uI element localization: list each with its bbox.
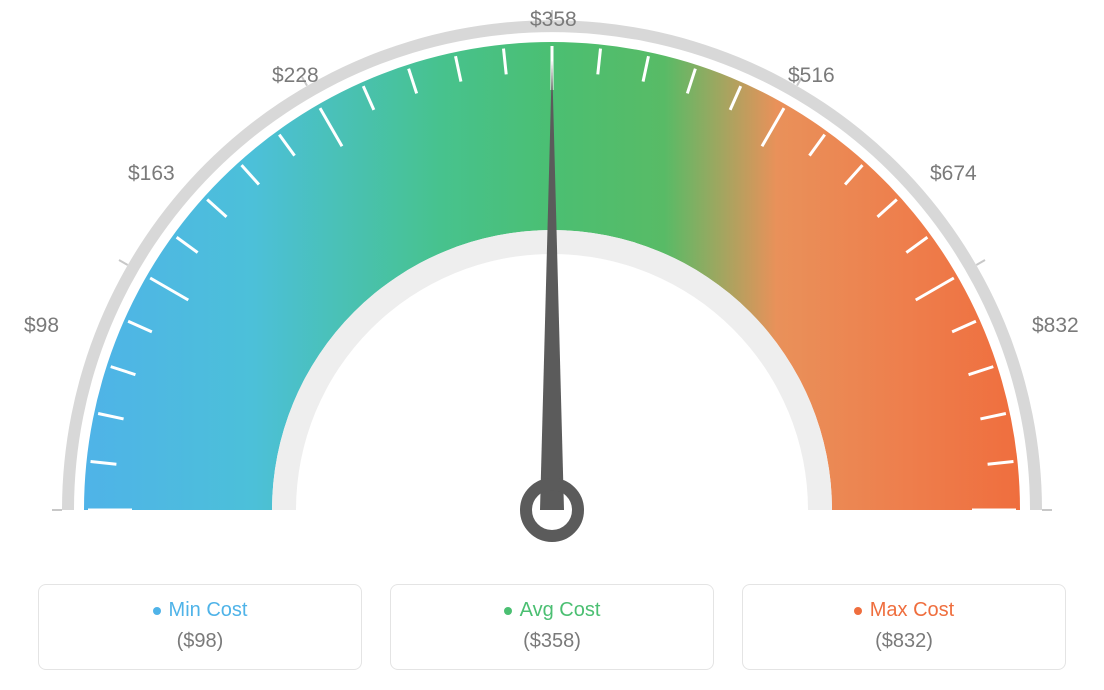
cost-gauge-container: $98 $163 $228 $358 $516 $674 $832 Min Cost ($9… (0, 0, 1104, 690)
legend-value-max: ($832) (743, 630, 1065, 653)
legend-title-avg: Avg Cost (391, 599, 713, 622)
gauge-tick-label: $832 (1032, 314, 1079, 338)
legend-dot-avg (504, 607, 512, 615)
gauge-tick-label: $674 (930, 162, 977, 186)
legend-dot-min (153, 607, 161, 615)
legend-card-min: Min Cost ($98) (38, 584, 362, 670)
legend-row: Min Cost ($98) Avg Cost ($358) Max Cost … (38, 584, 1066, 670)
gauge-tick-label: $358 (530, 8, 577, 32)
legend-card-avg: Avg Cost ($358) (390, 584, 714, 670)
legend-title-min: Min Cost (39, 599, 361, 622)
legend-title-max: Max Cost (743, 599, 1065, 622)
gauge-tick-label: $228 (272, 64, 319, 88)
legend-title-text-min: Min Cost (169, 599, 248, 621)
legend-value-min: ($98) (39, 630, 361, 653)
legend-card-max: Max Cost ($832) (742, 584, 1066, 670)
legend-title-text-max: Max Cost (870, 599, 954, 621)
gauge-chart: $98 $163 $228 $358 $516 $674 $832 (0, 0, 1104, 570)
legend-title-text-avg: Avg Cost (520, 599, 601, 621)
gauge-tick-label: $163 (128, 162, 175, 186)
legend-dot-max (854, 607, 862, 615)
gauge-tick-label: $98 (24, 314, 59, 338)
gauge-tick-label: $516 (788, 64, 835, 88)
legend-value-avg: ($358) (391, 630, 713, 653)
